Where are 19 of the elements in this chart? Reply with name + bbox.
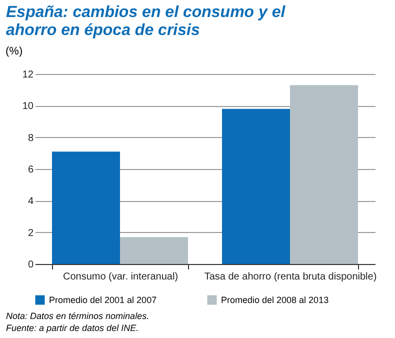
bar [52,152,120,264]
y-axis-title: (%) [6,46,23,58]
x-tick-label: Tasa de ahorro (renta bruta disponible) [204,272,377,282]
y-tick-label: 6 [28,164,34,176]
y-tick-label: 0 [28,260,34,270]
chart-title: España: cambios en el consumo y el ahorro en época de crisis [5,3,286,40]
y-tick-label: 8 [28,132,34,144]
bar [120,237,188,264]
legend-label: Promedio del 2008 al 2013 [221,295,329,305]
x-tick-label: Consumo (var. interanual) [62,272,178,282]
y-tick-label: 10 [22,101,34,112]
bar [222,108,290,264]
y-tick-label: 12 [22,70,34,80]
legend-label: Promedio del 2001 al 2007 [49,295,157,305]
text: Nota: Datos en términos nominales. [6,310,150,322]
source-note: Fuente: a partir de datos del INE. [6,322,140,334]
bar [290,85,358,264]
y-tick-label: 4 [28,196,34,208]
y-tick-label: 2 [28,228,34,239]
